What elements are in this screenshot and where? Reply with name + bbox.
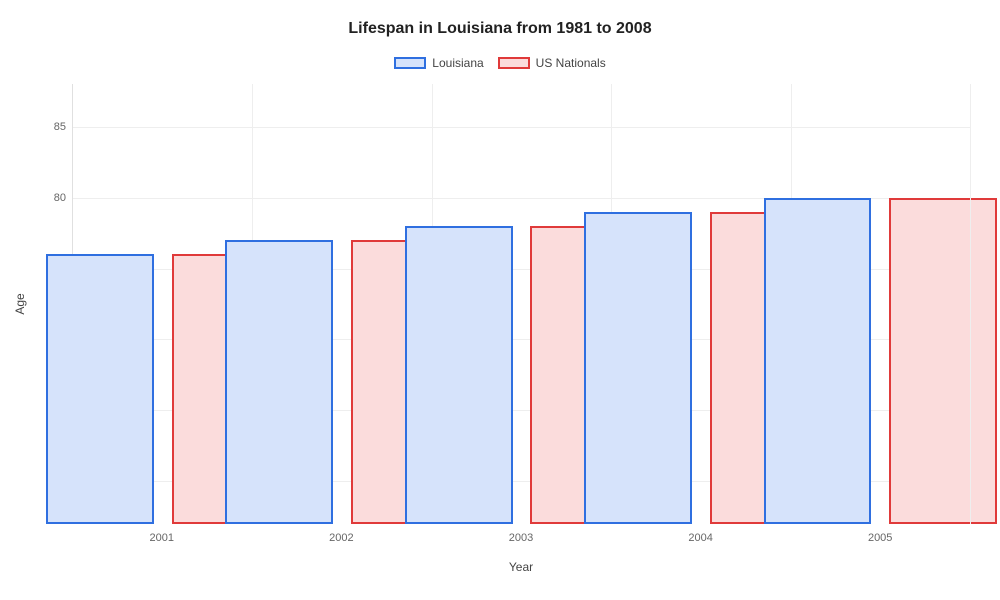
legend-label-0: Louisiana (432, 56, 483, 70)
legend-swatch-0 (394, 57, 426, 69)
bar (405, 226, 513, 524)
y-tick-label: 85 (54, 121, 66, 133)
group-divider (970, 84, 971, 524)
bar (225, 240, 333, 524)
x-axis: Year 2001 2002 2003 2004 2005 (72, 524, 970, 574)
legend-item-0: Louisiana (394, 56, 483, 70)
legend-swatch-1 (498, 57, 530, 69)
x-tick-label: 2002 (329, 532, 353, 544)
chart-title: Lifespan in Louisiana from 1981 to 2008 (30, 20, 970, 38)
x-axis-label: Year (509, 560, 533, 574)
x-tick-label: 2004 (688, 532, 712, 544)
plot-area (72, 84, 970, 524)
bar (889, 198, 997, 524)
legend-label-1: US Nationals (536, 56, 606, 70)
bar (764, 198, 872, 524)
bar (46, 254, 154, 524)
x-tick-label: 2005 (868, 532, 892, 544)
x-tick-label: 2001 (150, 532, 174, 544)
legend: Louisiana US Nationals (30, 56, 970, 70)
plot-wrap: Age 606570758085 (30, 84, 970, 524)
chart-container: Lifespan in Louisiana from 1981 to 2008 … (0, 0, 1000, 600)
y-axis-label: Age (13, 293, 27, 314)
bar (584, 212, 692, 524)
x-tick-label: 2003 (509, 532, 533, 544)
legend-item-1: US Nationals (498, 56, 606, 70)
y-tick-label: 80 (54, 192, 66, 204)
